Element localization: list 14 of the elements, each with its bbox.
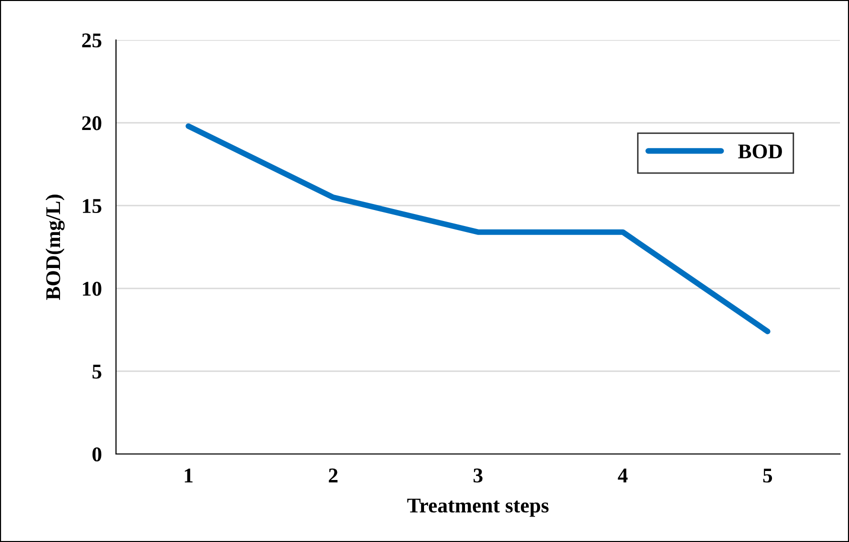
y-tick-label: 0: [92, 447, 102, 462]
y-tick-label: 20: [82, 116, 102, 130]
x-tick-label: 1: [184, 468, 193, 482]
x-tick-label: 5: [763, 468, 772, 483]
x-tick-label: 4: [618, 468, 628, 482]
y-tick-label: 15: [82, 199, 102, 214]
y-tick-label: 5: [92, 364, 102, 379]
x-axis-title: Treatment steps: [407, 498, 549, 517]
x-tick-label: 3: [474, 468, 482, 483]
y-tick-label: 10: [82, 282, 102, 296]
y-tick-label: 25: [82, 33, 102, 48]
y-axis-title: BOD(mg/L): [46, 194, 65, 300]
legend-label: BOD: [738, 144, 782, 158]
x-tick-label: 2: [328, 468, 338, 482]
